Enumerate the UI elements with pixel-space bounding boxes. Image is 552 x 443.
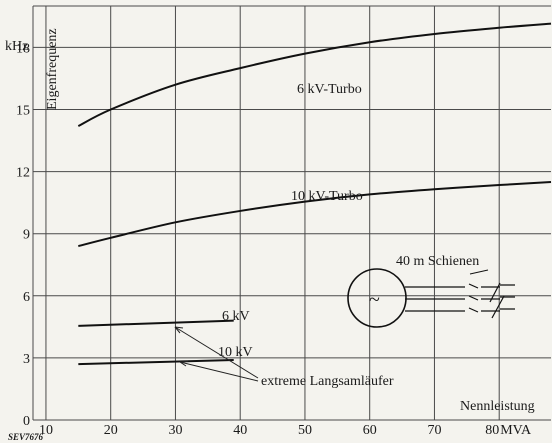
figure-code: SEV7676: [8, 432, 44, 442]
x-tick-label: 40: [233, 423, 247, 438]
x-tick-label: 10: [39, 423, 53, 438]
y-tick-label: 18: [16, 41, 30, 56]
y-tick-label: 12: [16, 166, 30, 181]
y-unit-label: kHz: [5, 39, 28, 54]
generator-icon: [347, 268, 407, 328]
x-unit-label: MVA: [500, 423, 532, 438]
y-tick-label: 3: [23, 352, 30, 367]
series-10kv-turbo: [78, 180, 552, 248]
x-tick-label: 50: [298, 423, 312, 438]
tick-labels: 10 20 30 40 50 60 70 80 3 6 9 12 15 18 0: [16, 41, 499, 438]
x-tick-label: 30: [168, 423, 182, 438]
series-label-10kv: 10 kV: [218, 345, 253, 360]
curves: [77, 22, 552, 366]
x-tick-label: 80: [485, 423, 499, 438]
x-tick-label: 20: [104, 423, 118, 438]
grid-lines: [32, 5, 551, 421]
series-label-6kv: 6 kV: [222, 309, 250, 324]
x-axis-title: Nennleistung: [460, 399, 535, 414]
series-6kv-turbo: [77, 22, 552, 127]
y-tick-label: 15: [16, 104, 30, 119]
y-axis-title: Eigenfrequenz: [45, 28, 60, 110]
y-tick-label: 6: [23, 290, 30, 305]
schematic-inset: 40 m Schienen ~: [347, 254, 515, 328]
series-label-6kv-turbo: 6 kV-Turbo: [297, 82, 362, 97]
series-10kv-slow: [78, 358, 234, 366]
y-tick-label: 9: [23, 228, 30, 243]
annotation-arrows: [174, 326, 259, 382]
origin-label: 0: [23, 414, 30, 429]
series-label-10kv-turbo: 10 kV-Turbo: [291, 189, 363, 204]
schematic-label: 40 m Schienen: [396, 254, 479, 269]
generator-symbol: ~: [369, 289, 380, 311]
x-tick-label: 60: [363, 423, 377, 438]
series-6kv-slow: [78, 319, 234, 327]
x-tick-label: 70: [427, 423, 441, 438]
annotation-extreme-langsamlaeufer: extreme Langsamläufer: [261, 374, 394, 389]
